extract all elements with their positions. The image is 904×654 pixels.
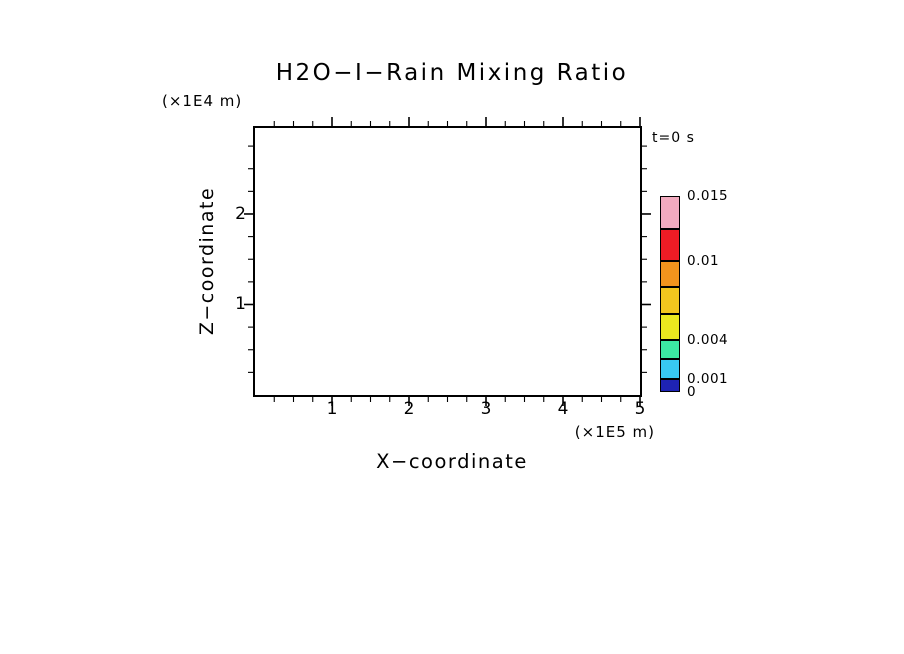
- chart-title: H2O−I−Rain Mixing Ratio: [275, 60, 629, 86]
- x-tick-label: 2: [403, 399, 415, 419]
- plot-area: [253, 126, 642, 397]
- colorbar-segment: [660, 196, 680, 229]
- colorbar-segment: [660, 261, 680, 288]
- colorbar-tick-label: 0.01: [687, 253, 720, 270]
- z-axis-unit-label: (×1E4 m): [162, 92, 243, 110]
- x-tick-label: 3: [480, 399, 492, 419]
- colorbar-segment: [660, 339, 680, 360]
- colorbar-segment: [660, 313, 680, 340]
- colorbar-segment: [660, 378, 680, 392]
- x-tick-label: 5: [634, 399, 646, 419]
- colorbar: [660, 196, 680, 392]
- colorbar-segment: [660, 287, 680, 314]
- x-tick-label: 1: [326, 399, 338, 419]
- x-tick-label: 4: [557, 399, 569, 419]
- colorbar-tick-label: 0: [687, 384, 697, 400]
- colorbar-tick-label: 0.001: [687, 370, 729, 387]
- time-label: t=0 s: [652, 130, 695, 146]
- colorbar-tick-label: 0.004: [687, 331, 729, 348]
- colorbar-tick-label: 0.015: [687, 188, 729, 204]
- colorbar-segment: [660, 359, 680, 379]
- z-tick-label: 1: [235, 294, 246, 315]
- x-axis-label: X−coordinate: [376, 450, 528, 473]
- z-tick-label: 2: [235, 203, 246, 224]
- x-axis-unit-label: (×1E5 m): [574, 423, 655, 441]
- colorbar-segment: [660, 228, 680, 262]
